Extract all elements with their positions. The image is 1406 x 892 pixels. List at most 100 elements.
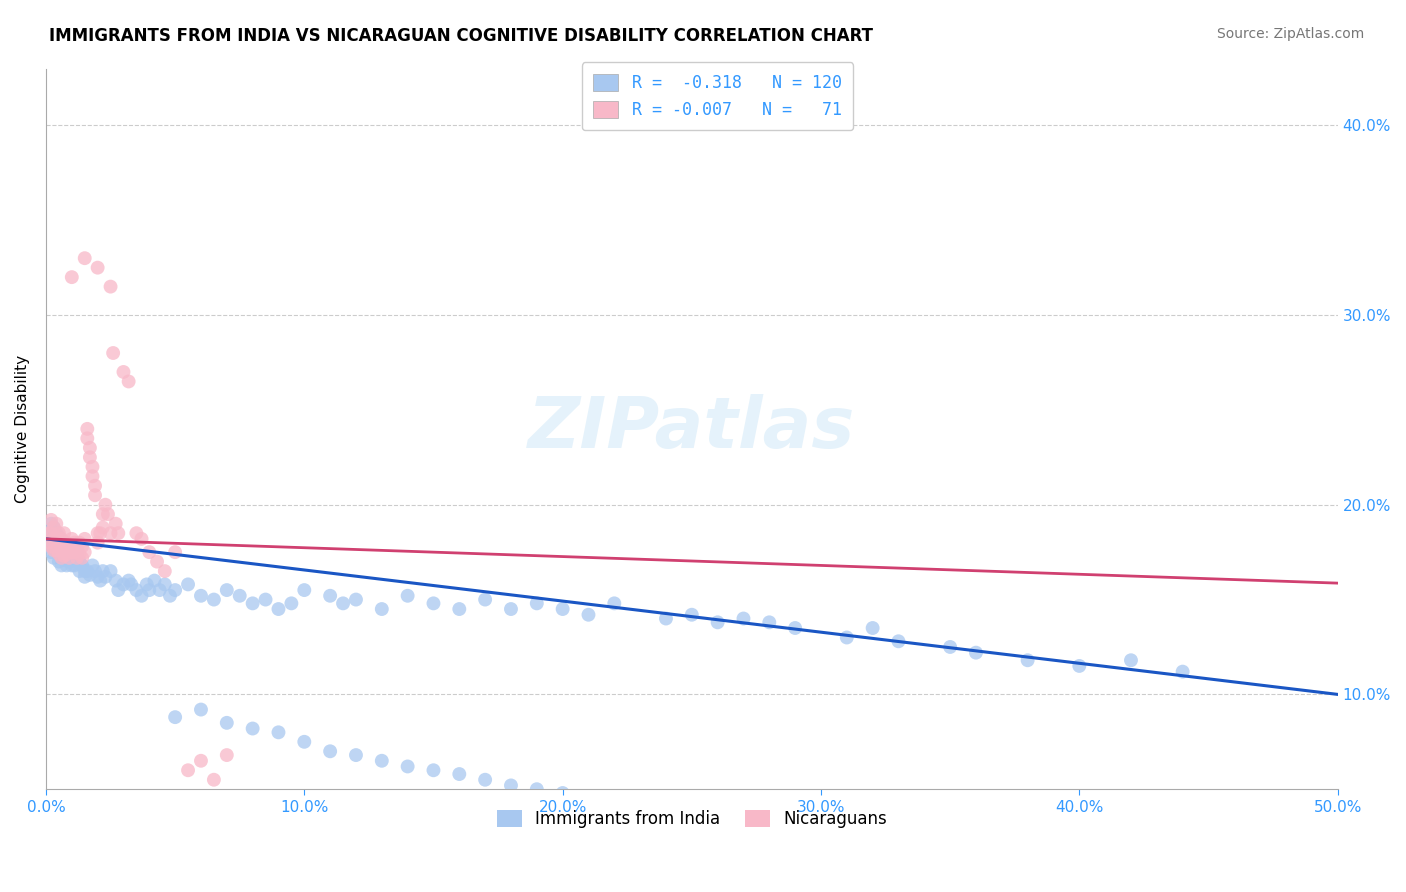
Point [70, 558, 93, 573]
Point [39, 545, 62, 559]
Y-axis label: Cognitive Disability: Cognitive Disability [15, 355, 30, 503]
Point [60, 545, 83, 559]
Point [165, 545, 187, 559]
Point [254, 592, 277, 607]
Point [499, 779, 522, 793]
Point [758, 615, 780, 630]
Point [190, 702, 212, 716]
Point [242, 596, 264, 610]
Point [79, 441, 101, 455]
Point [153, 564, 176, 578]
Point [267, 725, 290, 739]
Point [69, 535, 91, 549]
Point [190, 589, 212, 603]
Text: IMMIGRANTS FROM INDIA VS NICARAGUAN COGNITIVE DISABILITY CORRELATION CHART: IMMIGRANTS FROM INDIA VS NICARAGUAN COGN… [49, 27, 873, 45]
Point [63, 558, 86, 573]
Point [94, 570, 117, 584]
Point [319, 744, 342, 758]
Point [45, 516, 67, 531]
Point [112, 365, 135, 379]
Point [681, 607, 703, 622]
Point [82, 469, 104, 483]
Point [48, 530, 70, 544]
Point [79, 568, 101, 582]
Point [165, 583, 187, 598]
Point [51, 532, 73, 546]
Point [138, 583, 160, 598]
Point [526, 782, 548, 797]
Point [939, 640, 962, 654]
Point [73, 545, 96, 559]
Point [202, 592, 225, 607]
Point [551, 786, 574, 800]
Point [86, 260, 108, 275]
Point [73, 564, 96, 578]
Point [159, 589, 181, 603]
Point [48, 537, 70, 551]
Point [215, 715, 238, 730]
Point [66, 555, 89, 569]
Point [965, 646, 987, 660]
Point [332, 596, 354, 610]
Point [69, 547, 91, 561]
Point [76, 564, 98, 578]
Point [292, 735, 315, 749]
Point [449, 602, 471, 616]
Point [628, 801, 651, 815]
Point [53, 535, 76, 549]
Point [76, 422, 98, 436]
Point [120, 577, 142, 591]
Point [60, 532, 83, 546]
Point [66, 540, 89, 554]
Point [39, 526, 62, 541]
Point [101, 346, 124, 360]
Point [45, 535, 67, 549]
Point [53, 526, 76, 541]
Point [91, 520, 114, 534]
Point [39, 540, 62, 554]
Point [51, 547, 73, 561]
Point [63, 535, 86, 549]
Point [55, 535, 77, 549]
Point [51, 540, 73, 554]
Point [38, 540, 60, 554]
Point [70, 540, 93, 554]
Point [177, 577, 200, 591]
Point [51, 543, 73, 558]
Point [100, 526, 122, 541]
Point [60, 540, 83, 554]
Point [344, 748, 367, 763]
Point [1119, 653, 1142, 667]
Point [125, 583, 148, 598]
Point [86, 535, 108, 549]
Point [422, 764, 444, 778]
Text: ZIPatlas: ZIPatlas [529, 394, 855, 463]
Point [97, 507, 120, 521]
Point [104, 516, 127, 531]
Point [100, 279, 122, 293]
Point [371, 754, 394, 768]
Point [45, 526, 67, 541]
Point [84, 488, 107, 502]
Point [1017, 653, 1039, 667]
Point [131, 589, 153, 603]
Point [48, 547, 70, 561]
Point [48, 555, 70, 569]
Point [66, 550, 89, 565]
Point [89, 526, 111, 541]
Point [107, 583, 129, 598]
Point [66, 545, 89, 559]
Point [69, 555, 91, 569]
Point [396, 759, 419, 773]
Point [42, 532, 65, 546]
Point [53, 540, 76, 554]
Point [526, 596, 548, 610]
Point [190, 754, 212, 768]
Point [55, 558, 77, 573]
Point [117, 375, 139, 389]
Point [149, 583, 172, 598]
Point [138, 545, 160, 559]
Point [58, 545, 80, 559]
Point [603, 596, 626, 610]
Point [55, 541, 77, 556]
